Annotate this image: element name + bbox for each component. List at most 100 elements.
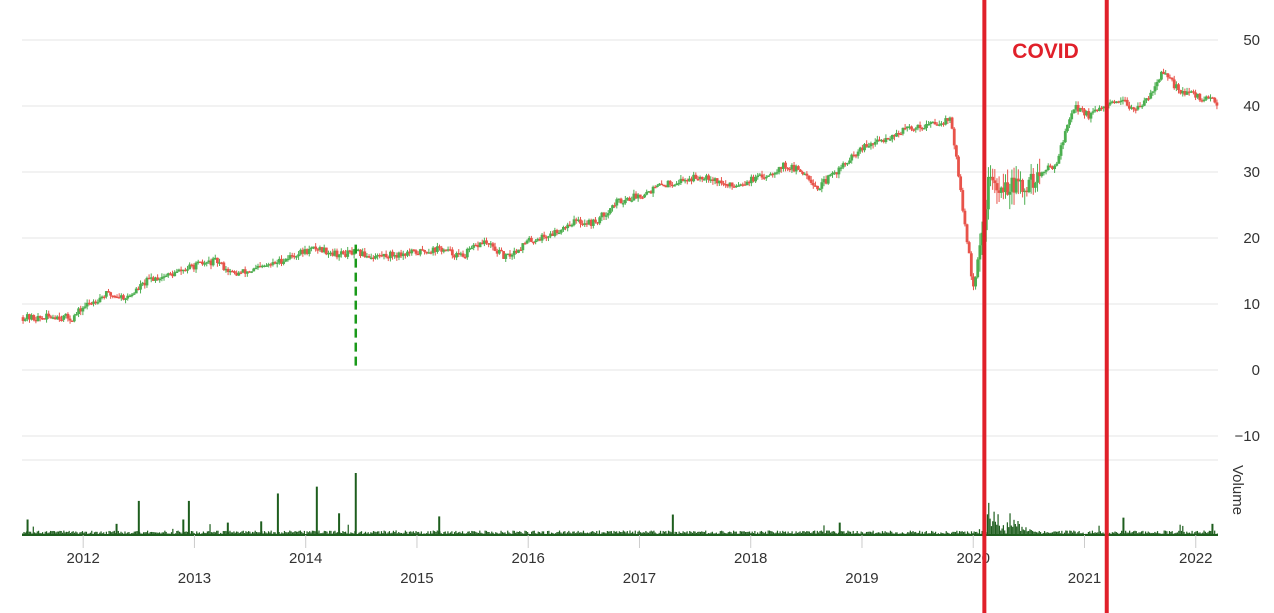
volume-bar (1200, 533, 1202, 535)
volume-bar (1069, 530, 1071, 535)
candle-body (760, 174, 764, 178)
volume-bar (705, 530, 707, 535)
volume-bar (1050, 532, 1052, 535)
candle-body (1211, 97, 1215, 99)
volume-bar (956, 530, 958, 535)
volume-bar (286, 532, 288, 535)
candle-body (907, 126, 911, 128)
volume-bar (51, 531, 53, 535)
candle-body (579, 219, 582, 224)
volume-bar (634, 530, 636, 535)
volume-bar (178, 531, 181, 535)
volume-bar (390, 533, 392, 535)
candle-body (450, 249, 454, 256)
volume-bar (45, 531, 48, 535)
volume-bar (267, 531, 270, 535)
candle-body (594, 219, 597, 223)
candle-body (702, 179, 706, 181)
candle-body (833, 172, 837, 174)
candle-body (344, 253, 347, 257)
volume-bar (981, 530, 983, 535)
candle-body (553, 230, 557, 236)
volume-bar (306, 531, 308, 535)
candle-body (269, 264, 273, 266)
candle-body (83, 306, 87, 308)
volume-bar (128, 531, 130, 535)
candle-body (585, 223, 589, 225)
volume-bar (544, 533, 546, 535)
volume-bar (626, 531, 628, 535)
volume-bar (346, 533, 348, 535)
volume-bar (1001, 528, 1003, 535)
volume-bar (1155, 532, 1157, 535)
volume-bar (1158, 533, 1160, 535)
candle-body (55, 316, 59, 320)
candle-body (1187, 91, 1191, 93)
volume-bar (1166, 531, 1168, 535)
volume-bar (884, 531, 886, 535)
volume-bar (561, 533, 563, 535)
volume-bar (653, 530, 655, 535)
volume-bar (81, 531, 84, 535)
volume-bar (412, 531, 414, 535)
volume-bar (67, 531, 69, 535)
candle-body (700, 176, 704, 180)
volume-bar (435, 531, 437, 535)
volume-bar (1150, 533, 1152, 535)
volume-bar (225, 530, 227, 535)
volume-bar (1206, 532, 1208, 535)
volume-bar (921, 531, 923, 535)
candle-body (961, 190, 965, 211)
volume-bar (495, 532, 497, 535)
volume-bar (391, 532, 393, 535)
volume-bar (142, 532, 145, 535)
volume-bar (205, 532, 207, 535)
candle-body (380, 255, 384, 257)
candle-body (1117, 101, 1121, 103)
candle-body (410, 249, 414, 254)
y-tick-label: −10 (1235, 428, 1260, 445)
volume-bar (103, 532, 105, 535)
volume-bar (1065, 530, 1067, 535)
volume-bar (388, 531, 391, 535)
candle-body (794, 166, 798, 172)
candle-body (239, 272, 243, 274)
volume-bar (986, 514, 989, 535)
candle-body (799, 169, 802, 172)
volume-bar (270, 530, 272, 535)
candle-body (421, 249, 424, 251)
volume-bar (743, 531, 745, 535)
candle-body (559, 229, 563, 233)
volume-bar (1082, 532, 1084, 535)
candle-body (677, 183, 681, 185)
volume-bar (423, 533, 425, 535)
candle-body (937, 124, 941, 126)
volume-bar (129, 533, 131, 535)
volume-bar (665, 531, 667, 535)
volume-bar (468, 531, 470, 535)
volume-bar (960, 531, 962, 535)
volume-bar (1117, 532, 1119, 535)
candle-body (66, 313, 70, 319)
candle-body (525, 240, 529, 244)
volume-bar (310, 532, 312, 535)
volume-axis-label: Volume (1229, 465, 1246, 515)
volume-bar (935, 531, 937, 535)
volume-bar (654, 532, 656, 535)
candle-body (1102, 106, 1106, 109)
volume-bar (528, 533, 530, 535)
volume-bar (148, 533, 150, 535)
volume-bar (91, 530, 93, 535)
y-tick-label: 0 (1252, 362, 1260, 379)
volume-bar (831, 531, 833, 535)
candle-body (284, 258, 288, 262)
volume-bar (573, 531, 575, 535)
volume-bar (771, 531, 773, 535)
candle-body (739, 184, 743, 186)
candle-body (1189, 91, 1193, 93)
volume-bar (322, 532, 324, 535)
candle-body (38, 315, 42, 319)
candle-body (752, 176, 755, 182)
volume-bar (889, 530, 892, 535)
candle-body (950, 117, 954, 129)
